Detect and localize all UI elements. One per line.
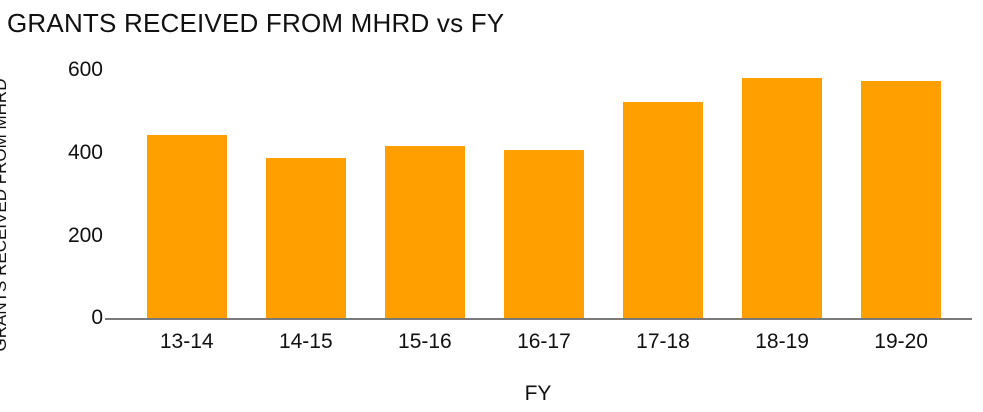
bar-13-14 [146, 134, 227, 319]
bar-17-18 [623, 101, 703, 319]
x-tick-label: 13-14 [159, 330, 214, 353]
x-axis-line [105, 318, 972, 320]
bar-19-20 [861, 80, 942, 319]
y-tick-label: 400 [67, 140, 103, 164]
x-tick-label: 19-20 [874, 330, 928, 353]
y-tick-label: 600 [67, 57, 103, 81]
x-tick-label: 14-15 [278, 330, 333, 353]
x-axis-title: FY [524, 382, 552, 405]
y-tick-label: 200 [67, 223, 103, 247]
y-axis-title: GRANTS RECEIVED FROM MHRD [0, 78, 10, 352]
bar-15-16 [384, 145, 465, 319]
x-tick-label: 16-17 [517, 330, 571, 353]
bar-18-19 [742, 77, 823, 319]
y-tick-label: 0 [91, 306, 103, 330]
bar-16-17 [503, 150, 584, 319]
x-tick-label: 18-19 [755, 330, 809, 353]
x-tick-label: 17-18 [636, 330, 690, 353]
x-tick-label: 15-16 [398, 330, 452, 353]
bar-14-15 [265, 157, 346, 319]
chart-title: GRANTS RECEIVED FROM MHRD vs FY [7, 8, 505, 38]
